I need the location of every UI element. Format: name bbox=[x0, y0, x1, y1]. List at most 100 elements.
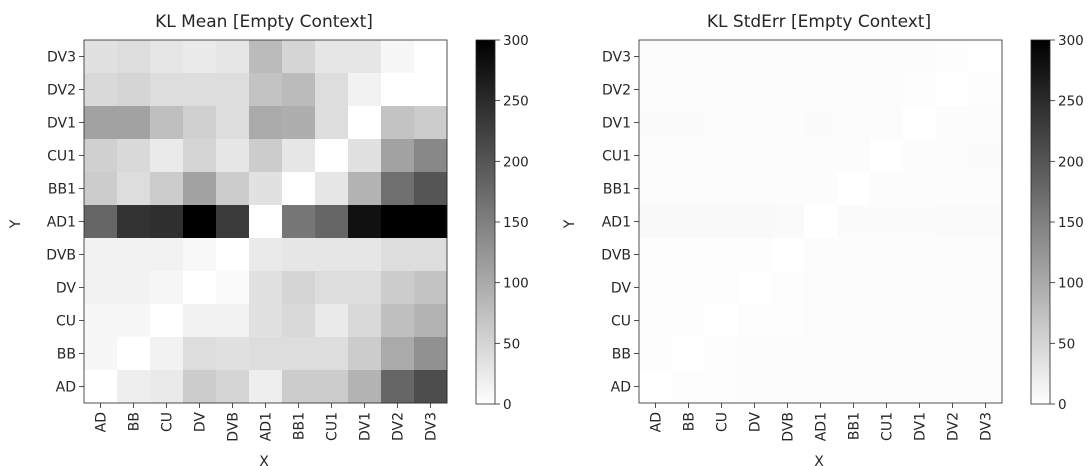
kl-mean-cell-DV3-CU bbox=[150, 40, 184, 74]
kl-mean-cell-AD1-BB bbox=[117, 205, 151, 239]
kl-stderr-cell-DVB-DV3 bbox=[969, 238, 1003, 272]
kl-mean-cell-CU1-CU bbox=[150, 139, 184, 173]
kl-mean-cell-DVB-BB1 bbox=[282, 238, 316, 272]
kl-mean-cell-CU-DV3 bbox=[414, 304, 448, 338]
kl-stderr-cell-CU1-AD1 bbox=[804, 139, 838, 173]
kl-mean-cell-BB1-BB1 bbox=[282, 172, 316, 206]
kl-mean-cell-DV2-BB1 bbox=[282, 73, 316, 107]
kl-mean-cell-DV-CU1 bbox=[315, 271, 349, 305]
kl-stderr-cell-DV2-CU bbox=[705, 73, 739, 107]
kl-mean-x-tick-label: DV3 bbox=[424, 412, 440, 441]
kl-stderr-cell-AD1-DV1 bbox=[903, 205, 937, 239]
kl-stderr-cell-AD1-DV2 bbox=[936, 205, 970, 239]
kl-mean-cell-AD1-DV1 bbox=[348, 205, 382, 239]
kl-stderr-cell-DV2-BB bbox=[672, 73, 706, 107]
kl-stderr-cell-CU-AD1 bbox=[804, 304, 838, 338]
kl-stderr-cell-DV3-AD bbox=[639, 40, 673, 74]
kl-mean-cell-DV2-BB bbox=[117, 73, 151, 107]
kl-stderr-y-tick-label: BB1 bbox=[603, 182, 631, 198]
kl-stderr-cell-DV-BB1 bbox=[837, 271, 871, 305]
kl-mean-cell-DV1-DVB bbox=[216, 106, 250, 140]
kl-mean-cell-DVB-AD1 bbox=[249, 238, 283, 272]
kl-stderr-cell-BB-DV1 bbox=[903, 337, 937, 371]
kl-stderr-y-tick-label: DV1 bbox=[602, 116, 631, 132]
kl-stderr-x-tick-label: CU1 bbox=[880, 412, 896, 441]
kl-stderr-y-tick-label: BB bbox=[612, 347, 631, 363]
kl-stderr-cell-AD1-BB1 bbox=[837, 205, 871, 239]
kl-stderr-cell-DV1-DV2 bbox=[936, 106, 970, 140]
kl-stderr-x-tick-label: BB bbox=[682, 412, 698, 431]
kl-stderr-cell-DV-DV1 bbox=[903, 271, 937, 305]
kl-mean-colorbar: 0 50 100 150 200 250 300 bbox=[475, 33, 529, 413]
kl-stderr-cell-DV-AD bbox=[639, 271, 673, 305]
kl-stderr-cell-BB-DVB bbox=[771, 337, 805, 371]
kl-mean-colorbar-gradient bbox=[475, 39, 496, 405]
kl-stderr-cell-DV3-DV3 bbox=[969, 40, 1003, 74]
kl-mean-cell-AD1-AD bbox=[84, 205, 118, 239]
kl-mean-cell-CU-BB bbox=[117, 304, 151, 338]
kl-stderr-x-axis-label: X bbox=[814, 454, 824, 466]
kl-mean-cell-DVB-BB bbox=[117, 238, 151, 272]
kl-stderr-cell-BB-DV2 bbox=[936, 337, 970, 371]
kl-mean-title: KL Mean [Empty Context] bbox=[155, 12, 373, 32]
kl-stderr-cell-CU-DV bbox=[738, 304, 772, 338]
kl-stderr-cell-CU1-CU bbox=[705, 139, 739, 173]
kl-stderr-y-tick-label: DV bbox=[611, 281, 632, 297]
kl-mean-cell-BB-CU bbox=[150, 337, 184, 371]
kl-stderr-cell-BB-CU bbox=[705, 337, 739, 371]
kl-stderr-cell-AD-CU bbox=[705, 370, 739, 404]
kl-mean-cell-DV-DV3 bbox=[414, 271, 448, 305]
kl-stderr-cell-DV-DVB bbox=[771, 271, 805, 305]
kl-mean-cell-CU-DV1 bbox=[348, 304, 382, 338]
kl-stderr-cell-DV-BB bbox=[672, 271, 706, 305]
kl-mean-cell-DVB-DVB bbox=[216, 238, 250, 272]
kl-mean-cell-DV2-DV1 bbox=[348, 73, 382, 107]
kl-stderr-cell-DV3-AD1 bbox=[804, 40, 838, 74]
kl-mean-heatmap-panel: DV3 DV2 DV1 CU1 BB1 AD1 DVB DV CU BB AD AD BB CU DV DVB… bbox=[46, 39, 448, 442]
kl-stderr-colorbar: 0 50 100 150 200 250 300 bbox=[1030, 33, 1084, 413]
kl-stderr-x-tick-label: AD bbox=[649, 412, 665, 432]
kl-stderr-y-tick-label: CU1 bbox=[602, 149, 631, 165]
kl-mean-cell-DV3-DV1 bbox=[348, 40, 382, 74]
kl-mean-cell-DV-BB bbox=[117, 271, 151, 305]
kl-mean-colorbar-tick-label: 200 bbox=[503, 154, 529, 170]
kl-stderr-cell-BB-CU1 bbox=[870, 337, 904, 371]
kl-mean-cell-BB1-BB bbox=[117, 172, 151, 206]
kl-mean-x-axis-label: X bbox=[259, 454, 269, 466]
kl-stderr-cell-AD1-DV bbox=[738, 205, 772, 239]
kl-mean-cell-AD-DV2 bbox=[381, 370, 415, 404]
kl-mean-cell-BB-DV2 bbox=[381, 337, 415, 371]
kl-stderr-x-tick-label: BB1 bbox=[847, 412, 863, 440]
kl-stderr-cell-CU-DV2 bbox=[936, 304, 970, 338]
kl-mean-colorbar-tick-label: 300 bbox=[503, 33, 529, 49]
kl-mean-cell-CU1-DV2 bbox=[381, 139, 415, 173]
kl-stderr-cell-BB1-BB1 bbox=[837, 172, 871, 206]
kl-stderr-y-tick-label: AD1 bbox=[602, 215, 631, 231]
kl-mean-cell-AD-AD bbox=[84, 370, 118, 404]
kl-mean-x-tick-label: DVB bbox=[226, 412, 242, 442]
kl-mean-cell-BB1-AD bbox=[84, 172, 118, 206]
kl-mean-cell-BB1-CU1 bbox=[315, 172, 349, 206]
kl-stderr-cell-DV1-BB bbox=[672, 106, 706, 140]
kl-mean-cell-AD-BB1 bbox=[282, 370, 316, 404]
kl-stderr-cell-CU1-DV1 bbox=[903, 139, 937, 173]
kl-mean-y-tick-label: CU bbox=[56, 314, 76, 330]
kl-stderr-cell-BB1-DV3 bbox=[969, 172, 1003, 206]
kl-mean-cell-DV1-DV bbox=[183, 106, 217, 140]
kl-stderr-cell-DVB-AD bbox=[639, 238, 673, 272]
kl-stderr-cell-DVB-DV1 bbox=[903, 238, 937, 272]
kl-stderr-cell-AD-AD bbox=[639, 370, 673, 404]
kl-stderr-cell-CU1-CU1 bbox=[870, 139, 904, 173]
kl-stderr-x-tick-label: DV bbox=[748, 412, 764, 433]
kl-stderr-cell-DV2-DV1 bbox=[903, 73, 937, 107]
kl-stderr-cell-BB-DV3 bbox=[969, 337, 1003, 371]
kl-stderr-cell-DV-AD1 bbox=[804, 271, 838, 305]
kl-mean-cell-AD-CU bbox=[150, 370, 184, 404]
kl-stderr-cell-DV1-CU bbox=[705, 106, 739, 140]
kl-mean-cell-DV-DV2 bbox=[381, 271, 415, 305]
kl-mean-cell-DV-AD bbox=[84, 271, 118, 305]
kl-mean-cell-DV1-CU1 bbox=[315, 106, 349, 140]
kl-mean-cell-AD-AD1 bbox=[249, 370, 283, 404]
kl-stderr-y-axis-label: Y bbox=[562, 219, 578, 229]
kl-stderr-cell-DV1-BB1 bbox=[837, 106, 871, 140]
